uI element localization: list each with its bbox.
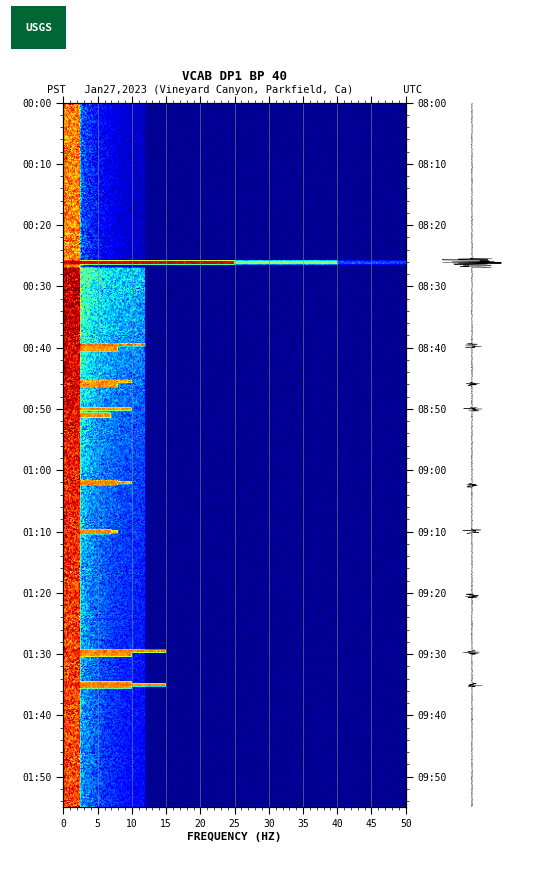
X-axis label: FREQUENCY (HZ): FREQUENCY (HZ) <box>187 832 282 842</box>
Text: USGS: USGS <box>25 22 52 33</box>
Title: VCAB DP1 BP 40: VCAB DP1 BP 40 <box>182 70 287 83</box>
Text: PST   Jan27,2023 (Vineyard Canyon, Parkfield, Ca)        UTC: PST Jan27,2023 (Vineyard Canyon, Parkfie… <box>47 86 422 95</box>
